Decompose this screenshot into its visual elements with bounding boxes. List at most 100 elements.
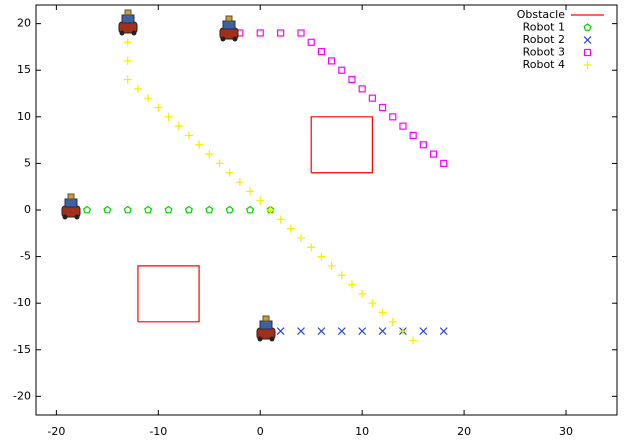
plus bbox=[338, 271, 346, 279]
plus bbox=[195, 141, 203, 149]
plus bbox=[246, 187, 254, 195]
legend-label: Robot 1 bbox=[523, 21, 565, 34]
y-tick-label: 10 bbox=[17, 110, 31, 123]
point bbox=[298, 328, 305, 335]
point bbox=[154, 104, 162, 112]
plus bbox=[185, 131, 193, 139]
plus bbox=[317, 253, 325, 261]
point bbox=[84, 207, 91, 213]
plus bbox=[328, 262, 336, 270]
square bbox=[257, 30, 263, 36]
point bbox=[226, 207, 233, 213]
plus bbox=[266, 206, 274, 214]
cross bbox=[440, 328, 447, 335]
square bbox=[298, 30, 304, 36]
point bbox=[257, 30, 263, 36]
y-tick-label: 15 bbox=[17, 63, 31, 76]
robot-top bbox=[226, 16, 232, 21]
y-tick-label: -20 bbox=[13, 389, 31, 402]
plus bbox=[236, 178, 244, 186]
legend-label: Obstacle bbox=[517, 8, 566, 21]
point bbox=[390, 114, 396, 120]
point bbox=[186, 207, 193, 213]
x-tick-label: 30 bbox=[559, 425, 573, 438]
point bbox=[226, 169, 234, 177]
square bbox=[420, 142, 426, 148]
point bbox=[278, 30, 284, 36]
plus bbox=[144, 94, 152, 102]
x-tick-label: -20 bbox=[47, 425, 65, 438]
cross bbox=[379, 328, 386, 335]
robot-body bbox=[223, 21, 235, 29]
robot-icon bbox=[257, 316, 275, 342]
chart: -20-100102030-20-15-10-505101520Obstacle… bbox=[0, 0, 629, 442]
y-tick-label: -15 bbox=[13, 343, 31, 356]
point bbox=[379, 328, 386, 335]
point bbox=[124, 76, 132, 84]
legend-swatch bbox=[584, 24, 591, 30]
point bbox=[206, 207, 213, 213]
robot-wheel bbox=[132, 31, 137, 36]
point bbox=[431, 151, 437, 157]
point bbox=[308, 39, 314, 45]
square bbox=[400, 123, 406, 129]
plus bbox=[584, 61, 592, 69]
square bbox=[369, 95, 375, 101]
plus bbox=[165, 113, 173, 121]
plus bbox=[379, 309, 387, 317]
point bbox=[358, 290, 366, 298]
point bbox=[329, 58, 335, 64]
plus bbox=[205, 150, 213, 158]
point bbox=[165, 113, 173, 121]
point bbox=[338, 328, 345, 335]
robot-wheel bbox=[270, 337, 275, 342]
square bbox=[278, 30, 284, 36]
y-tick-label: -5 bbox=[20, 250, 31, 263]
x-tick-label: 20 bbox=[457, 425, 471, 438]
square bbox=[441, 160, 447, 166]
plus bbox=[124, 38, 132, 46]
point bbox=[277, 215, 285, 223]
legend-swatch bbox=[585, 50, 591, 56]
point bbox=[124, 38, 132, 46]
point bbox=[368, 299, 376, 307]
point bbox=[297, 234, 305, 242]
robot-wheel bbox=[221, 37, 226, 42]
pentagon bbox=[584, 24, 591, 30]
plus bbox=[368, 299, 376, 307]
point bbox=[266, 206, 274, 214]
point bbox=[317, 253, 325, 261]
cross bbox=[359, 328, 366, 335]
plus bbox=[277, 215, 285, 223]
point bbox=[236, 178, 244, 186]
point bbox=[195, 141, 203, 149]
point bbox=[389, 318, 397, 326]
robot-icon bbox=[62, 194, 80, 220]
point bbox=[318, 328, 325, 335]
plus bbox=[256, 197, 264, 205]
point bbox=[359, 86, 365, 92]
point bbox=[440, 328, 447, 335]
pentagon bbox=[186, 207, 193, 213]
cross bbox=[298, 328, 305, 335]
square bbox=[359, 86, 365, 92]
point bbox=[246, 187, 254, 195]
cross bbox=[420, 328, 427, 335]
pentagon bbox=[84, 207, 91, 213]
plus bbox=[134, 85, 142, 93]
robot-wheel bbox=[120, 31, 125, 36]
square bbox=[431, 151, 437, 157]
point bbox=[145, 207, 152, 213]
point bbox=[348, 281, 356, 289]
point bbox=[175, 122, 183, 130]
point bbox=[307, 243, 315, 251]
point bbox=[298, 30, 304, 36]
plus bbox=[389, 318, 397, 326]
y-tick-label: -10 bbox=[13, 296, 31, 309]
cross bbox=[338, 328, 345, 335]
point bbox=[400, 123, 406, 129]
point bbox=[349, 77, 355, 83]
plus bbox=[348, 281, 356, 289]
point bbox=[124, 57, 132, 65]
robot-body bbox=[122, 15, 134, 23]
